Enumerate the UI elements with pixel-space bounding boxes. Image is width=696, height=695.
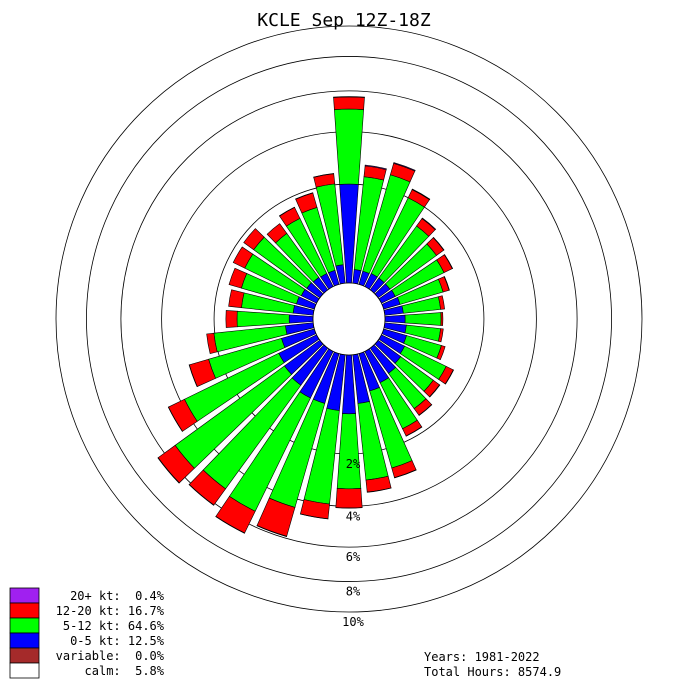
bar-segment	[405, 426, 423, 437]
legend-swatch	[9, 662, 40, 679]
ring-label: 6%	[346, 550, 361, 564]
legend-swatch	[9, 617, 40, 634]
footer-text: Total Hours: 8574.9	[424, 665, 561, 679]
bar-segment	[215, 515, 246, 534]
bar-segment	[295, 192, 314, 200]
bar-segment	[438, 328, 444, 343]
bar-segment	[335, 488, 363, 509]
legend-swatch	[9, 647, 40, 664]
bar-segment	[432, 236, 445, 251]
bar-segment	[421, 217, 437, 231]
ring-label: 2%	[346, 457, 361, 471]
bar-segment	[232, 246, 254, 269]
legend-swatch	[9, 602, 40, 619]
bar-segment	[384, 314, 406, 324]
legend-label: 0-5 kt: 12.5%	[70, 634, 165, 648]
bar-segment	[313, 173, 335, 178]
bar-segment	[256, 525, 288, 538]
bar-segment	[393, 162, 416, 172]
bar-segment	[206, 332, 218, 354]
bar-segment	[167, 406, 183, 432]
ring	[86, 56, 612, 582]
ring	[120, 90, 578, 548]
bar-segment	[429, 384, 441, 398]
footer-text: Years: 1981-2022	[424, 650, 540, 664]
bar-segment	[366, 487, 392, 493]
bar-segment	[394, 469, 417, 479]
bar-segment	[225, 310, 238, 328]
bar-segment	[333, 96, 365, 110]
bar-segment	[188, 483, 215, 506]
legend-label: 5-12 kt: 64.6%	[63, 619, 165, 633]
bar-segment	[157, 457, 180, 484]
bar-segment	[243, 228, 265, 251]
ring-label: 8%	[346, 585, 361, 599]
bar-segment	[288, 314, 314, 324]
bar-segment	[440, 312, 444, 326]
bar-segment	[364, 164, 387, 170]
bar-segment	[436, 345, 446, 361]
bar-segment	[444, 369, 455, 385]
calm-circle	[312, 282, 386, 356]
bar-segment	[404, 312, 442, 326]
legend-swatch	[9, 632, 40, 649]
bar-segment	[438, 295, 445, 310]
legend-label: calm: 5.8%	[85, 664, 165, 678]
ring-label: 10%	[342, 615, 364, 629]
bar-segment	[411, 188, 431, 201]
bar-segment	[228, 289, 245, 309]
bar-segment	[266, 223, 288, 244]
bar-segment	[228, 267, 248, 289]
bar-segment	[278, 206, 295, 217]
bar-segment	[443, 254, 454, 270]
bar-segment	[336, 413, 362, 490]
legend-label: 20+ kt: 0.4%	[70, 589, 165, 603]
bar-segment	[334, 108, 364, 185]
ring-label: 4%	[346, 509, 361, 523]
legend-label: variable: 0.0%	[56, 649, 165, 663]
bar-segment	[188, 364, 198, 388]
chart-title: KCLE Sep 12Z-18Z	[257, 10, 431, 31]
legend-swatch	[9, 587, 40, 604]
bar-segment	[333, 96, 365, 98]
bar-segment	[299, 513, 329, 520]
bar-segment	[236, 310, 290, 328]
legend-label: 12-20 kt: 16.7%	[56, 604, 165, 618]
ring	[55, 25, 643, 613]
bar-segment	[335, 507, 363, 509]
bar-segment	[443, 276, 450, 291]
bar-segment	[418, 404, 433, 416]
